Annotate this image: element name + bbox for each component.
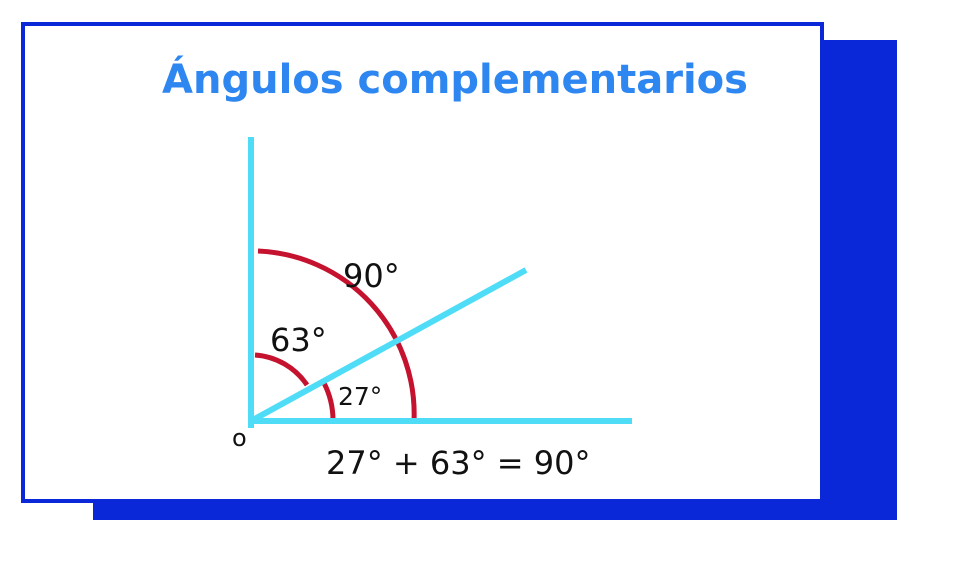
label-origin: o	[232, 424, 247, 452]
label-63: 63°	[270, 321, 327, 359]
diagonal-ray	[249, 267, 528, 424]
arc-63	[254, 352, 310, 387]
arc-90	[257, 248, 417, 422]
equation: 27° + 63° = 90°	[326, 444, 590, 482]
page-title: Ángulos complementarios	[162, 57, 748, 103]
label-90: 90°	[343, 257, 400, 295]
arc-27	[321, 381, 336, 421]
label-27: 27°	[338, 382, 382, 411]
